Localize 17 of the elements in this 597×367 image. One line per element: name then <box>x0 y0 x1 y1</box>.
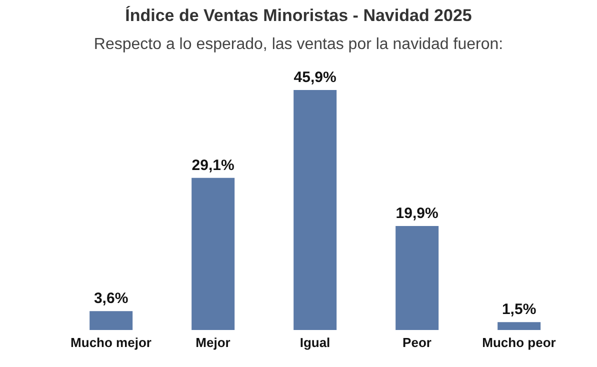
bar <box>498 322 541 330</box>
data-label: 3,6% <box>94 290 128 308</box>
bar <box>396 226 439 330</box>
x-tick-label: Peor <box>402 335 432 350</box>
x-tick-label: Mucho mejor <box>70 335 152 350</box>
chart-title: Índice de Ventas Minoristas - Navidad 2025 <box>124 6 473 26</box>
chart-subtitle: Respecto a lo esperado, las ventas por la navidad fueron: <box>92 36 504 54</box>
bar <box>90 311 133 330</box>
x-tick-label: Mejor <box>196 335 230 350</box>
bar <box>192 178 235 330</box>
x-tick-label: Mucho peor <box>482 335 556 350</box>
data-label: 1,5% <box>502 301 536 318</box>
bar <box>294 90 337 330</box>
data-label: 29,1% <box>192 156 234 174</box>
data-label: 45,9% <box>294 69 336 86</box>
x-tick-label: Igual <box>300 335 330 350</box>
data-label: 19,9% <box>396 204 438 222</box>
